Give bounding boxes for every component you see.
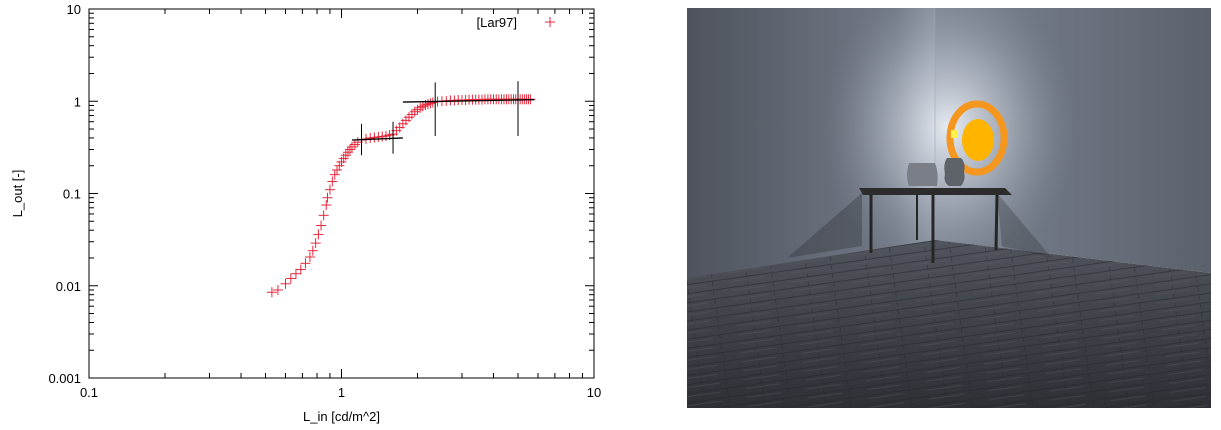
data-point [295,264,306,275]
data-point [406,109,417,120]
data-point [266,287,277,298]
table-leg [994,194,999,251]
data-point [313,229,324,240]
y-tick-label: 10 [67,2,81,17]
chart: 0.1 1 10 0.001 0.01 0.1 1 10 L_in [cd/m^2] L_ou… [10,2,601,424]
data-point [409,106,420,117]
segment-line [402,99,535,103]
data-point [349,139,360,150]
series-layer [266,94,536,298]
axes: 0.1 1 10 0.001 0.01 0.1 1 10 [48,2,601,400]
data-point [272,284,283,295]
y-tick-label: 0.1 [63,187,81,202]
x-tick-label: 1 [338,385,345,400]
data-point [427,97,438,108]
legend: [Lar97] [477,15,555,30]
data-point [346,141,357,152]
y-tick-label: 0.001 [48,371,81,386]
table-shadow-right [997,193,1052,258]
vase-left [907,163,938,186]
segment-2 [402,81,535,137]
segment-line [351,137,403,141]
data-point [329,169,340,180]
lamp-core [962,119,994,161]
data-point [332,164,343,175]
rendered-room-image [687,8,1211,408]
x-tick-label: 0.1 [80,385,98,400]
data-point [304,251,315,262]
room-scene [687,8,1211,408]
floor-planks [687,240,1211,408]
data-point [415,102,426,113]
data-point [412,104,423,115]
plot-frame [88,8,595,379]
data-point [310,238,321,249]
data-point [425,98,436,109]
y-tick-label: 1 [74,94,81,109]
lamp-dot [951,130,958,138]
segment-1 [351,121,403,156]
data-point [300,258,311,269]
x-axis-label: L_in [cd/m^2] [303,409,380,424]
data-point [290,268,301,279]
data-point [307,245,318,256]
vase [944,158,965,186]
data-point [321,200,332,211]
data-point [324,184,335,195]
table-top [859,188,1012,195]
data-point [417,101,428,112]
y-tick-label: 0.01 [56,279,81,294]
y-axis-label: L_out [-] [10,170,25,218]
lamp-outer-ring [946,100,1008,176]
data-point [344,144,355,155]
data-point [322,192,333,203]
legend-label: [Lar97] [477,15,517,30]
data-point [285,273,296,284]
table-shadow-left [787,193,862,258]
data-point [422,99,433,110]
data-point [318,210,329,221]
data-point [342,147,353,158]
x-tick-label: 10 [587,385,601,400]
data-point [327,176,338,187]
data-point [280,278,291,289]
data-point [316,220,327,231]
segments-layer [351,81,535,156]
